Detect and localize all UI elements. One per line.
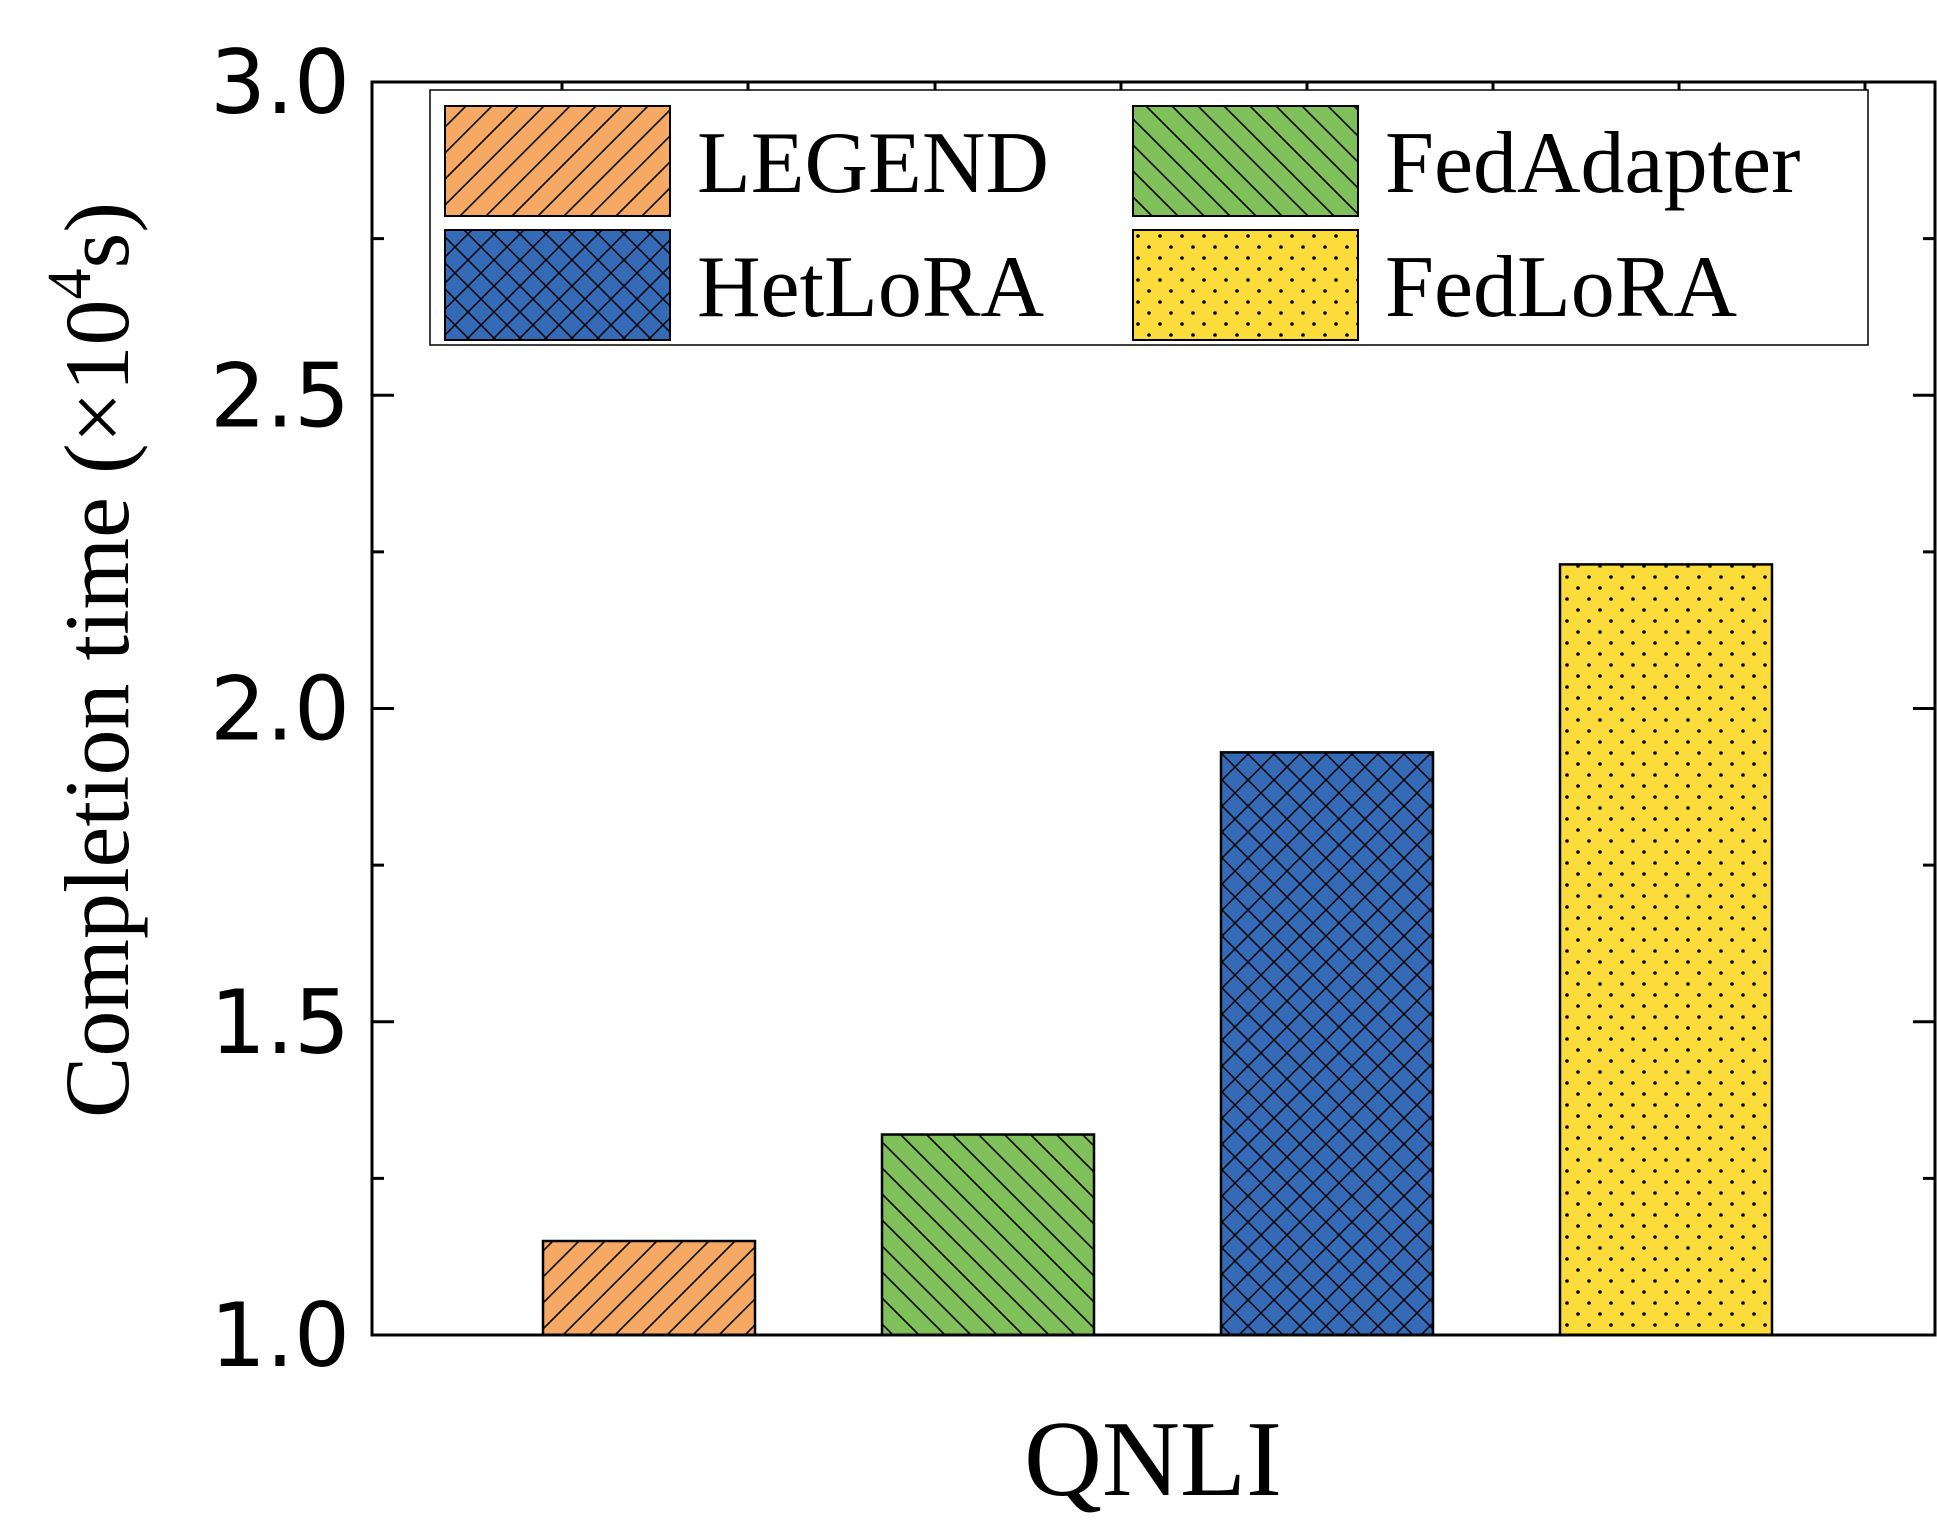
legend-swatch-legend (444, 105, 671, 217)
y-tick-label: 1.5 (210, 971, 350, 1074)
legend-label-hetlora: HetLoRA (697, 239, 1044, 336)
bars-group (541, 563, 1774, 1337)
bar-fedlora (1558, 563, 1774, 1337)
y-axis-ticks: 1.0 1.5 2.0 2.5 3.0 (210, 31, 1935, 1387)
x-category-label: QNLI (1024, 1400, 1282, 1519)
legend-label-fedlora: FedLoRA (1385, 239, 1737, 336)
legend-label-legend: LEGEND (697, 115, 1049, 212)
bar-hetlora (1219, 751, 1435, 1337)
y-tick-label: 1.0 (210, 1284, 350, 1387)
legend: LEGEND FedAdapter HetLoRA FedLoRA (429, 89, 1869, 346)
legend-swatch-fedlora (1132, 229, 1359, 341)
plot-frame (370, 80, 1937, 1337)
bar-legend (541, 1239, 757, 1337)
y-axis-title: Completion time (×104s) (36, 202, 148, 1118)
y-tick-label: 2.5 (210, 344, 350, 447)
legend-swatch-fedadapter (1132, 105, 1359, 217)
legend-swatch-hetlora (444, 229, 671, 341)
bar-fedadapter (880, 1133, 1096, 1337)
y-tick-label: 3.0 (210, 31, 350, 134)
y-tick-label: 2.0 (210, 658, 350, 761)
legend-label-fedadapter: FedAdapter (1385, 115, 1800, 212)
